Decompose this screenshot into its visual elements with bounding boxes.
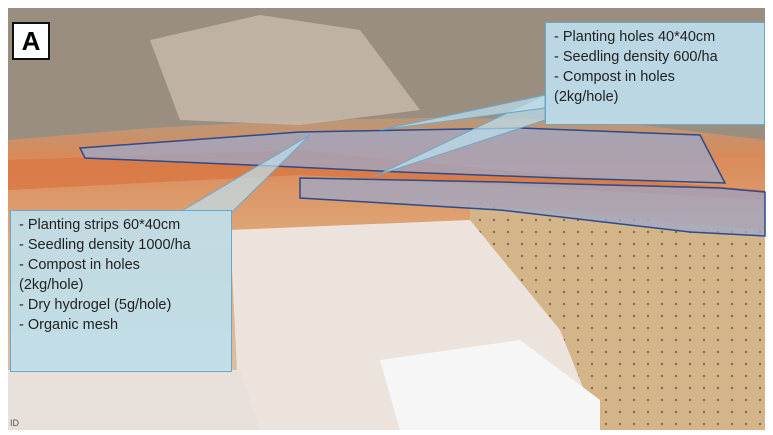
callout-line: - Seedling density 1000/ha [19, 237, 191, 253]
callout-line: - Planting holes 40*40cm [554, 29, 716, 45]
callout-line: - Seedling density 600/ha [554, 49, 718, 65]
hole-area [299, 177, 766, 237]
callout: - Planting strips 60*40cm - Seedling dens… [10, 210, 232, 372]
white-pile [380, 340, 600, 430]
panel-label: A [12, 22, 50, 60]
callout-line: - Organic mesh [19, 317, 119, 333]
foreground [8, 370, 260, 430]
callout-line: - Compost in holes [554, 69, 675, 85]
callout-line: (2kg/hole) [19, 277, 84, 293]
callout-line: - Planting strips 60*40cm [19, 217, 181, 233]
callout-line: - Dry hydrogel (5g/hole) [19, 297, 172, 313]
rock [150, 15, 420, 125]
callout-line: - Compost in holes [19, 257, 140, 273]
callout-line: (2kg/hole) [554, 89, 619, 105]
corner-text: ID [10, 418, 19, 428]
callout: - Planting holes 40*40cm - Seedling densi… [545, 22, 765, 125]
holes [470, 205, 765, 430]
strip-area [78, 127, 727, 184]
